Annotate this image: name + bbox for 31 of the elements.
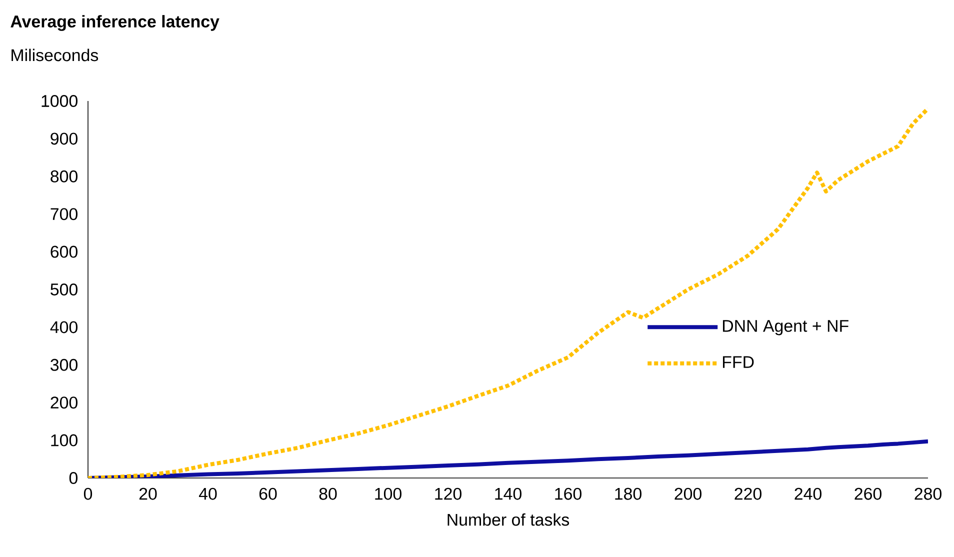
legend-label: FFD bbox=[722, 356, 754, 368]
x-tick-label: 120 bbox=[435, 488, 462, 500]
x-tick-label: 140 bbox=[495, 488, 522, 500]
y-tick-label: 1000 bbox=[42, 95, 78, 107]
y-tick-label: 0 bbox=[69, 472, 78, 484]
x-tick-label: 0 bbox=[84, 488, 92, 500]
x-tick-label: 160 bbox=[555, 488, 582, 500]
y-tick-label: 100 bbox=[51, 434, 78, 446]
x-tick-label: 80 bbox=[319, 488, 337, 500]
x-tick-label: 20 bbox=[139, 488, 157, 500]
x-tick-label: 220 bbox=[734, 488, 762, 500]
chart-title: Average inference latency bbox=[10, 15, 220, 31]
x-tick-label: 280 bbox=[914, 488, 942, 500]
y-tick-label: 500 bbox=[50, 284, 78, 296]
x-tick-label: 100 bbox=[375, 488, 402, 500]
legend-label: DNN Agent + NF bbox=[722, 320, 848, 336]
y-tick-label: 800 bbox=[50, 170, 78, 182]
x-tick-label: 240 bbox=[794, 488, 822, 500]
y-tick-label: 400 bbox=[50, 321, 78, 334]
x-tick-label: 40 bbox=[198, 488, 217, 500]
x-axis-title: Number of tasks bbox=[448, 513, 570, 526]
y-tick-label: 300 bbox=[50, 358, 78, 371]
y-tick-label: 600 bbox=[50, 246, 78, 258]
y-tick-label: 200 bbox=[50, 396, 78, 409]
chart-subtitle: Miliseconds bbox=[12, 48, 98, 62]
x-tick-label: 260 bbox=[854, 488, 882, 500]
x-tick-label: 200 bbox=[674, 488, 702, 500]
y-tick-label: 900 bbox=[50, 132, 78, 145]
x-tick-label: 60 bbox=[259, 488, 277, 500]
x-tick-label: 180 bbox=[615, 488, 642, 500]
y-tick-label: 700 bbox=[50, 208, 78, 220]
